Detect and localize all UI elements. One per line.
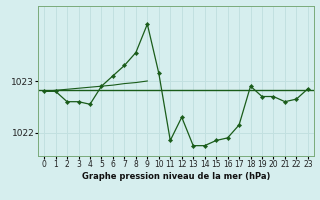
X-axis label: Graphe pression niveau de la mer (hPa): Graphe pression niveau de la mer (hPa) (82, 172, 270, 181)
